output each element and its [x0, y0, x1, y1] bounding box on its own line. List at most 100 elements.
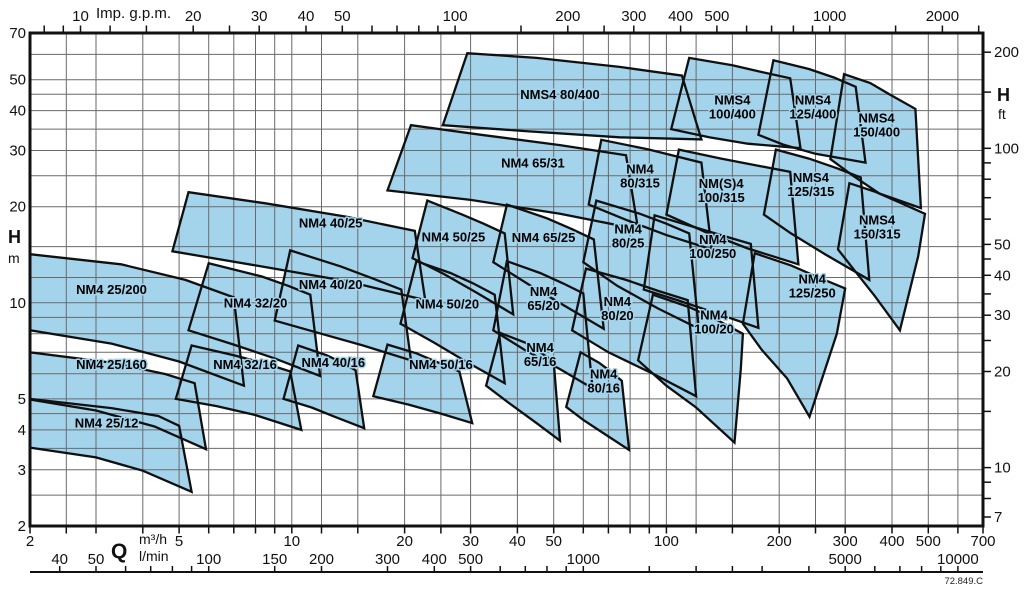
pump-label-nm4-80-16: NM4 80/16 — [587, 366, 620, 395]
lmin-label-200: 200 — [309, 551, 334, 568]
pump-label-nm4-25-160: NM4 25/160 — [76, 357, 147, 372]
pump-region-outline-nm-s-4-100-315 — [665, 148, 800, 266]
pump-label-nm4-80-20: NM4 80/20 — [601, 294, 634, 323]
pump-label-nm4-65-20: NM4 65/20 — [527, 284, 560, 313]
ft-label-40: 40 — [994, 267, 1011, 284]
ft-label-50: 50 — [994, 236, 1011, 253]
lmin-label-50: 50 — [88, 551, 105, 568]
bottom-axis-letter: Q — [111, 540, 128, 563]
hm-label-40: 40 — [9, 103, 26, 120]
gpm-label-200: 200 — [555, 8, 580, 25]
pump-label-nm4-40-16: NM4 40/16 — [302, 355, 366, 370]
pump-region-outline-nm4-40-20 — [273, 248, 413, 363]
pump-region-nm4-32-16 — [175, 345, 302, 430]
pump-region-outline-nms4-125-400 — [757, 58, 867, 165]
pump-region-outline-nms4-80-400 — [441, 51, 703, 141]
ft-label-30: 30 — [994, 307, 1011, 324]
right-axis-unit: ft — [998, 106, 1006, 122]
lmin-label-40: 40 — [51, 551, 68, 568]
m3h-label-200: 200 — [767, 533, 792, 550]
pump-region-outline-nm4-80-315 — [587, 138, 713, 252]
pump-region-nms4-150-315 — [838, 183, 925, 331]
m3h-label-50: 50 — [545, 533, 562, 550]
hm-label-50: 50 — [9, 72, 26, 89]
lmin-label-10000: 10000 — [937, 551, 979, 568]
pump-label-nm4-65-31: NM4 65/31 — [501, 156, 565, 171]
pump-label-nm4-32-16: NM4 32/16 — [213, 357, 277, 372]
m3h-label-10: 10 — [283, 533, 300, 550]
gpm-label-10: 10 — [72, 8, 89, 25]
pump-region-outline-nm4-40-25 — [170, 190, 427, 302]
pump-region-outline-nm4-65-25 — [491, 203, 606, 331]
pump-region-outline-nm4-100-20 — [636, 293, 745, 446]
pump-label-nm4-65-16: NM4 65/16 — [524, 340, 557, 369]
hm-label-70: 70 — [9, 25, 26, 42]
pump-region-outline-nm4-25-12 — [28, 397, 194, 494]
lmin-label-400: 400 — [422, 551, 447, 568]
m3h-label-20: 20 — [396, 533, 413, 550]
gpm-label-50: 50 — [334, 8, 351, 25]
pump-region-outline-nms4-150-400 — [829, 72, 923, 210]
pump-label-nm4-80-315: NM4 80/315 — [620, 161, 660, 190]
pump-label-nm4-50-20: NM4 50/20 — [416, 297, 480, 312]
m3h-label-5: 5 — [175, 533, 183, 550]
pump-label-nm4-65-25: NM4 65/25 — [512, 230, 576, 245]
ft-label-100: 100 — [994, 140, 1019, 157]
right-axis-letter: H — [997, 85, 1010, 105]
ft-label-10: 10 — [994, 460, 1011, 477]
pump-region-outline-nm4-125-250 — [741, 251, 847, 420]
gpm-label-400: 400 — [668, 8, 693, 25]
gpm-label-20: 20 — [185, 8, 202, 25]
region-outlines — [28, 51, 927, 494]
drawing-code: 72.849.C — [944, 576, 983, 587]
gpm-label-1000: 1000 — [813, 8, 846, 25]
pump-region-nm4-100-20 — [638, 294, 743, 443]
pump-region-outline-nm4-65-20 — [492, 259, 594, 391]
top-axis-unit-label: Imp. g.p.m. — [96, 5, 172, 22]
pump-label-nm-s-4-100-315: NM(S)4 100/315 — [698, 176, 745, 205]
pump-label-nm4-80-25: NM4 80/25 — [612, 221, 645, 250]
pump-region-outline-nms4-100-400 — [669, 56, 802, 150]
pump-region-outline-nm4-65-16 — [484, 331, 562, 444]
pump-region-nm4-65-25 — [493, 204, 604, 329]
pump-label-nm4-125-250: NM4 125/250 — [789, 271, 836, 300]
pump-region-outline-nms4-150-315 — [836, 181, 927, 333]
hm-label-4: 4 — [18, 422, 26, 439]
plot-border — [28, 31, 985, 528]
hm-label-10: 10 — [9, 295, 26, 312]
pump-label-nms4-125-315: NMS4 125/315 — [787, 170, 834, 199]
pump-region-nm4-65-31 — [387, 125, 639, 230]
pump-label-nms4-150-400: NMS4 150/400 — [853, 111, 900, 140]
pump-label-nms4-100-400: NMS4 100/400 — [709, 93, 756, 122]
pump-label-nm4-100-250: NM4 100/250 — [689, 232, 736, 261]
gpm-label-40: 40 — [298, 8, 315, 25]
pump-label-nm4-32-20: NM4 32/20 — [224, 295, 288, 310]
gpm-label-500: 500 — [704, 8, 729, 25]
pump-label-nm4-50-16: NM4 50/16 — [409, 357, 473, 372]
pump-label-nm4-25-12: NM4 25/12 — [75, 416, 139, 431]
pump-region-nms4-80-400 — [442, 53, 702, 140]
hm-label-5: 5 — [18, 391, 26, 408]
pump-region-outline-nm4-32-20 — [187, 261, 322, 378]
pump-label-nms4-80-400: NMS4 80/400 — [520, 87, 600, 102]
m3h-label-700: 700 — [970, 533, 995, 550]
pump-region-outline-nms4-125-315 — [762, 148, 871, 283]
hm-label-20: 20 — [9, 199, 26, 216]
gpm-label-30: 30 — [251, 8, 268, 25]
pump-label-nm4-25-200: NM4 25/200 — [76, 282, 147, 297]
pump-region-outline-nm4-25-200 — [28, 252, 246, 388]
bottom-axis-unit-m3h: m³/h — [139, 531, 167, 547]
region-labels: NM4 25/12 NM4 25/160 NM4 25/200 NM4 32/16 NM… — [73, 85, 902, 432]
gpm-label-300: 300 — [621, 8, 646, 25]
pump-label-nm4-50-25: NM4 50/25 — [422, 229, 486, 244]
pump-region-outline-nm4-50-16 — [371, 343, 474, 425]
ft-label-7: 7 — [994, 509, 1002, 526]
m3h-label-100: 100 — [654, 533, 679, 550]
pump-region-outline-nm4-25-160 — [28, 350, 208, 452]
lmin-label-1000: 1000 — [567, 551, 600, 568]
pump-region-outline-nm4-65-31 — [385, 123, 640, 231]
gpm-label-100: 100 — [443, 8, 468, 25]
